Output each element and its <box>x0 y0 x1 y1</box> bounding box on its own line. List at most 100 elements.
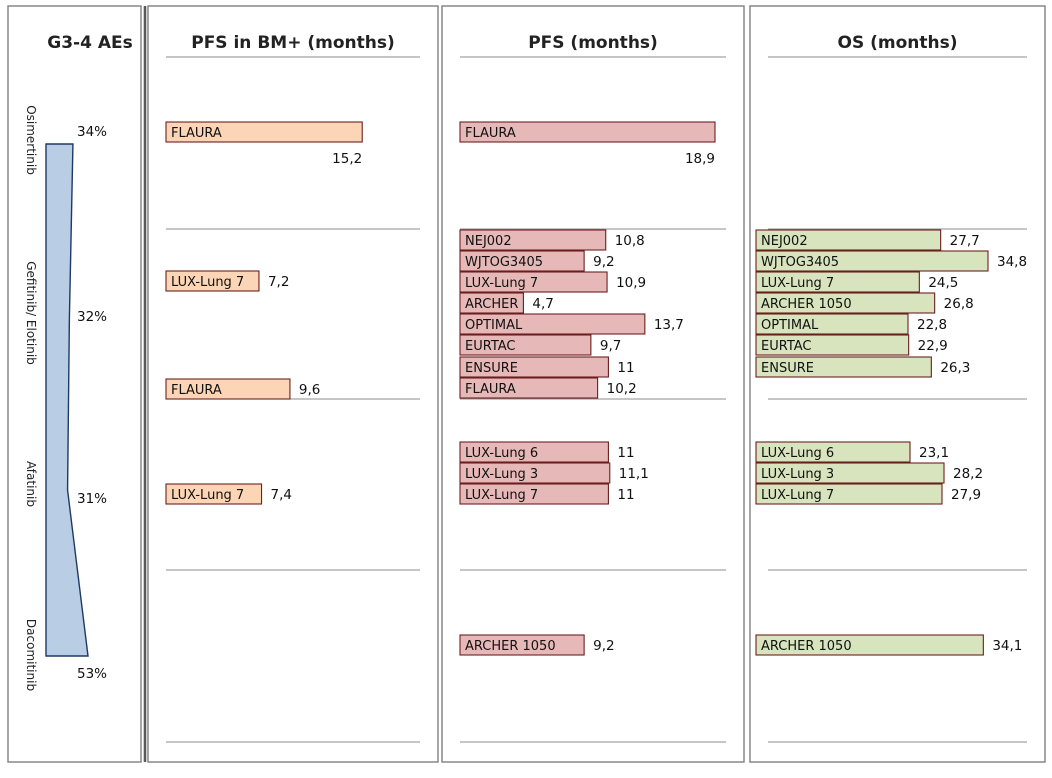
panel-title: G3-4 AEs <box>47 33 132 53</box>
bar <box>459 441 609 463</box>
bar <box>459 229 607 251</box>
bar-trial-label: NEJ002 <box>761 234 808 249</box>
bar-trial-label: LUX-Lung 7 <box>761 276 834 291</box>
bar-trial-label: LUX-Lung 7 <box>171 275 244 290</box>
bar-value-label: 7,2 <box>268 274 289 290</box>
bar <box>755 462 945 484</box>
toxicity-value-label: 31% <box>77 491 107 507</box>
drug-label: Dacomitinib <box>24 619 38 691</box>
bar-value-label: 15,2 <box>332 151 362 167</box>
bar-value-label: 4,7 <box>532 296 553 312</box>
bar <box>755 634 984 656</box>
bar <box>755 356 932 378</box>
bar-trial-label: ENSURE <box>465 361 518 376</box>
bar-trial-label: OPTIMAL <box>465 318 523 333</box>
bar <box>459 313 646 335</box>
panel-title: PFS (months) <box>528 33 658 53</box>
bar-trial-label: LUX-Lung 3 <box>761 467 834 482</box>
bar-trial-label: NEJ002 <box>465 234 512 249</box>
panel-title: PFS in BM+ (months) <box>191 33 395 53</box>
bar-trial-label: FLAURA <box>171 383 222 398</box>
bar-trial-label: LUX-Lung 6 <box>465 446 538 461</box>
bar <box>165 483 263 505</box>
bar <box>459 271 608 293</box>
bar-value-label: 7,4 <box>271 487 292 503</box>
drug-label: Gefitinib/ Elotinib <box>24 261 38 365</box>
bar <box>755 292 936 314</box>
bar-value-label: 23,1 <box>919 445 949 461</box>
bar-trial-label: ARCHER <box>465 297 518 312</box>
bar <box>755 441 911 463</box>
bar <box>459 250 585 272</box>
bar-value-label: 27,7 <box>950 233 980 249</box>
toxicity-value-label: 53% <box>77 666 107 682</box>
bar-value-label: 10,2 <box>607 381 637 397</box>
bar-trial-label: LUX-Lung 3 <box>465 467 538 482</box>
drug-label: Osimertinib <box>24 105 38 175</box>
bar <box>459 634 585 656</box>
bar <box>755 229 942 251</box>
bar-value-label: 18,9 <box>685 151 715 167</box>
bar <box>165 270 260 292</box>
panel-frame <box>147 5 439 763</box>
bar-value-label: 27,9 <box>951 487 981 503</box>
bar-trial-label: ARCHER 1050 <box>761 639 852 654</box>
toxicity-value-label: 34% <box>77 124 107 140</box>
bar-value-label: 9,6 <box>299 382 320 398</box>
bar <box>755 483 943 505</box>
panel-frame <box>749 5 1046 763</box>
bar-trial-label: FLAURA <box>465 126 516 141</box>
bar-trial-label: WJTOG3405 <box>761 255 839 270</box>
toxicity-value-label: 32% <box>77 309 107 325</box>
bar-trial-label: WJTOG3405 <box>465 255 543 270</box>
bar-value-label: 11 <box>617 445 634 461</box>
bar-value-label: 26,3 <box>940 360 970 376</box>
bar-value-label: 9,2 <box>593 638 614 654</box>
bar <box>459 356 609 378</box>
bar <box>459 483 609 505</box>
bar-value-label: 11,1 <box>619 466 649 482</box>
bar <box>755 313 909 335</box>
bar <box>459 292 524 314</box>
bar-trial-label: OPTIMAL <box>761 318 819 333</box>
bar-value-label: 10,9 <box>616 275 646 291</box>
bar <box>459 462 611 484</box>
panel-title: OS (months) <box>838 33 958 53</box>
bar-trial-label: ARCHER 1050 <box>465 639 556 654</box>
bar-trial-label: FLAURA <box>171 126 222 141</box>
bar-trial-label: EURTAC <box>761 339 812 354</box>
bar-trial-label: ENSURE <box>761 361 814 376</box>
panel-frame <box>441 5 745 763</box>
panel-frame <box>7 5 142 763</box>
bar <box>459 334 592 356</box>
bar <box>755 334 910 356</box>
bar-value-label: 28,2 <box>953 466 983 482</box>
bar-value-label: 13,7 <box>654 317 684 333</box>
bar <box>165 378 291 400</box>
toxicity-area <box>45 143 89 657</box>
bar <box>755 271 920 293</box>
bar-trial-label: LUX-Lung 6 <box>761 446 834 461</box>
drug-label: Afatinib <box>24 461 38 507</box>
bar-value-label: 22,9 <box>918 338 948 354</box>
bar-value-label: 9,2 <box>593 254 614 270</box>
bar-value-label: 9,7 <box>600 338 621 354</box>
bar-trial-label: LUX-Lung 7 <box>465 276 538 291</box>
bar-value-label: 24,5 <box>928 275 958 291</box>
bar-value-label: 11 <box>617 487 634 503</box>
bar-trial-label: LUX-Lung 7 <box>465 488 538 503</box>
bar <box>755 250 989 272</box>
bar-trial-label: FLAURA <box>465 382 516 397</box>
bar <box>459 121 716 143</box>
bar-trial-label: ARCHER 1050 <box>761 297 852 312</box>
bar-trial-label: EURTAC <box>465 339 516 354</box>
bar-value-label: 22,8 <box>917 317 947 333</box>
bar-trial-label: LUX-Lung 7 <box>171 488 244 503</box>
bar-value-label: 34,8 <box>997 254 1027 270</box>
bar-value-label: 26,8 <box>944 296 974 312</box>
bar-trial-label: LUX-Lung 7 <box>761 488 834 503</box>
bar-value-label: 11 <box>617 360 634 376</box>
bar-value-label: 34,1 <box>992 638 1022 654</box>
